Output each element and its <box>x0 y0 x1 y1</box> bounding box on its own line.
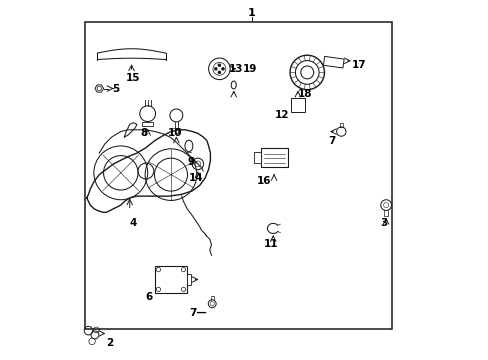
Bar <box>254 152 260 163</box>
Text: 14: 14 <box>188 173 203 183</box>
Text: 15: 15 <box>126 73 140 83</box>
Text: 7: 7 <box>328 136 335 145</box>
Text: 16: 16 <box>257 176 271 186</box>
Bar <box>85 22 391 329</box>
Circle shape <box>218 71 220 73</box>
Text: 5: 5 <box>112 84 119 94</box>
Text: 2: 2 <box>106 338 113 348</box>
Circle shape <box>218 64 220 66</box>
Bar <box>187 274 191 285</box>
Text: 3: 3 <box>380 218 387 228</box>
Text: 18: 18 <box>298 89 312 99</box>
Text: 7—: 7— <box>189 308 206 318</box>
Text: 11: 11 <box>264 239 278 249</box>
Text: 4: 4 <box>129 218 137 228</box>
Bar <box>142 122 153 126</box>
Text: 19: 19 <box>242 64 257 74</box>
Text: 17: 17 <box>351 60 366 70</box>
Text: 6: 6 <box>145 292 153 302</box>
Bar <box>290 98 304 112</box>
Bar <box>260 148 287 167</box>
Text: 12: 12 <box>274 111 289 121</box>
Text: 9: 9 <box>187 157 194 167</box>
Text: 8: 8 <box>140 128 147 138</box>
Bar <box>155 266 187 293</box>
Bar <box>323 57 344 68</box>
Text: 10: 10 <box>167 128 182 138</box>
Text: 13: 13 <box>228 64 243 74</box>
Circle shape <box>222 68 224 70</box>
Circle shape <box>214 68 217 70</box>
Text: 1: 1 <box>247 8 255 18</box>
